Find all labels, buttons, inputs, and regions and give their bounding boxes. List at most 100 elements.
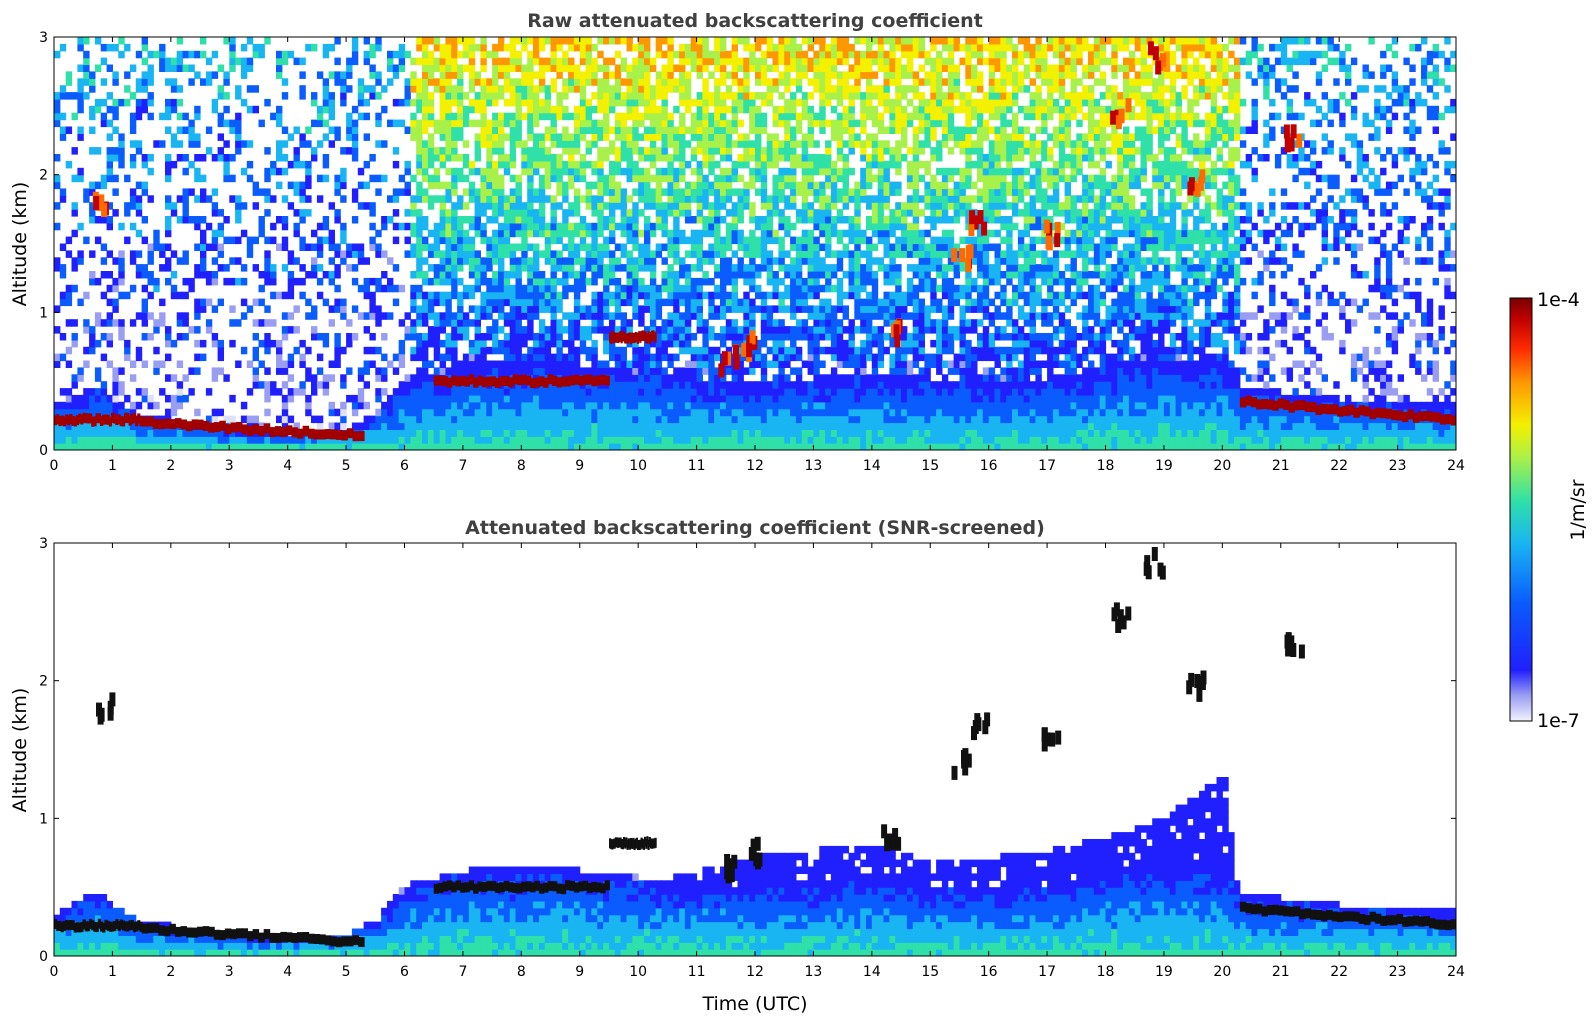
heatmap-cell: [714, 222, 721, 231]
heatmap-cell: [381, 429, 388, 437]
heatmap-cell: [766, 216, 774, 224]
heatmap-cell: [784, 284, 791, 293]
heatmap-cell: [737, 105, 744, 114]
heatmap-cell: [205, 195, 213, 203]
heatmap-cell: [807, 367, 814, 375]
heatmap-cell: [626, 147, 633, 155]
heatmap-cell: [725, 195, 733, 203]
heatmap-cell: [778, 346, 785, 355]
heatmap-cell: [830, 160, 838, 169]
heatmap-cell: [468, 167, 476, 176]
heatmap-cell: [731, 105, 738, 114]
heatmap-cell: [527, 298, 534, 307]
heatmap-cell: [644, 346, 651, 355]
heatmap-cell: [772, 257, 779, 265]
heatmap-cell: [375, 305, 382, 313]
heatmap-cell: [521, 333, 528, 341]
heatmap-cell: [819, 154, 826, 162]
heatmap-cell: [614, 305, 622, 313]
heatmap-cell: [725, 50, 733, 59]
heatmap-cell: [562, 339, 569, 348]
heatmap-cell: [77, 298, 84, 307]
heatmap-cell: [556, 160, 563, 169]
heatmap-cell: [807, 78, 814, 86]
heatmap-cell: [433, 147, 441, 155]
heatmap-cell: [404, 92, 411, 100]
heatmap-cell: [562, 105, 569, 114]
heatmap-cell: [451, 429, 458, 437]
heatmap-cell: [544, 112, 552, 121]
heatmap-cell: [766, 326, 774, 334]
heatmap-cell: [538, 71, 546, 79]
heatmap-cell: [240, 202, 248, 210]
heatmap-cell: [550, 236, 557, 245]
heatmap-cell: [205, 415, 213, 424]
heatmap-cell: [305, 298, 312, 307]
heatmap-cell: [416, 415, 423, 424]
heatmap-cell: [743, 381, 750, 389]
heatmap-cell: [293, 154, 300, 162]
heatmap-cell: [229, 305, 236, 313]
heatmap-cell: [702, 37, 709, 45]
heatmap-cell: [661, 394, 668, 403]
heatmap-cell: [334, 78, 341, 86]
heatmap-cell: [760, 236, 768, 245]
heatmap-cell: [375, 71, 382, 79]
heatmap-cell: [258, 271, 265, 279]
heatmap-cell: [480, 98, 487, 107]
heatmap-cell: [468, 443, 476, 450]
heatmap-cell: [439, 250, 446, 258]
heatmap-cell: [550, 78, 557, 86]
heatmap-cell: [755, 160, 762, 169]
heatmap-cell: [673, 250, 680, 258]
heatmap-cell: [667, 353, 674, 362]
heatmap-cell: [807, 443, 814, 450]
heatmap-cell: [562, 140, 569, 148]
heatmap-cell: [515, 291, 522, 300]
heatmap-cell: [807, 202, 814, 210]
heatmap-cell: [749, 360, 756, 368]
heatmap-cell: [322, 133, 330, 141]
heatmap-cell: [340, 147, 347, 155]
heatmap-cell: [778, 236, 785, 245]
heatmap-cell: [638, 319, 645, 327]
heatmap-cell: [264, 436, 271, 444]
heatmap-cell: [427, 195, 435, 203]
heatmap-cell: [521, 37, 528, 45]
heatmap-cell: [381, 284, 388, 293]
heatmap-cell: [609, 422, 616, 430]
heatmap-cell: [538, 222, 546, 231]
heatmap-cell: [59, 264, 67, 272]
heatmap-cell: [673, 202, 680, 210]
heatmap-cell: [813, 50, 820, 59]
heatmap-cell: [614, 37, 622, 45]
heatmap-cell: [591, 298, 598, 307]
heatmap-cell: [649, 147, 657, 155]
heatmap-cell: [439, 209, 446, 217]
heatmap-cell: [71, 284, 78, 293]
heatmap-cell: [550, 222, 557, 231]
heatmap-cell: [83, 394, 90, 403]
heatmap-cell: [778, 43, 785, 52]
heatmap-cell: [626, 216, 633, 224]
heatmap-cell: [106, 401, 113, 410]
heatmap-cell: [89, 346, 96, 355]
heatmap-cell: [725, 105, 733, 114]
heatmap-cell: [778, 78, 785, 86]
heatmap-cell: [684, 312, 692, 320]
heatmap-cell: [819, 181, 826, 190]
heatmap-cell: [714, 57, 721, 66]
heatmap-cell: [422, 57, 429, 66]
heatmap-cell: [509, 64, 517, 72]
heatmap-cell: [480, 312, 487, 320]
heatmap-cell: [603, 339, 610, 348]
heatmap-cell: [544, 339, 552, 348]
heatmap-cell: [550, 422, 557, 430]
heatmap-cell: [194, 154, 201, 162]
heatmap-cell: [451, 126, 458, 134]
heatmap-cell: [445, 92, 452, 100]
heatmap-cell: [416, 57, 423, 66]
heatmap-cell: [334, 174, 341, 183]
heatmap-cell: [118, 257, 125, 265]
heatmap-cell: [690, 333, 698, 341]
